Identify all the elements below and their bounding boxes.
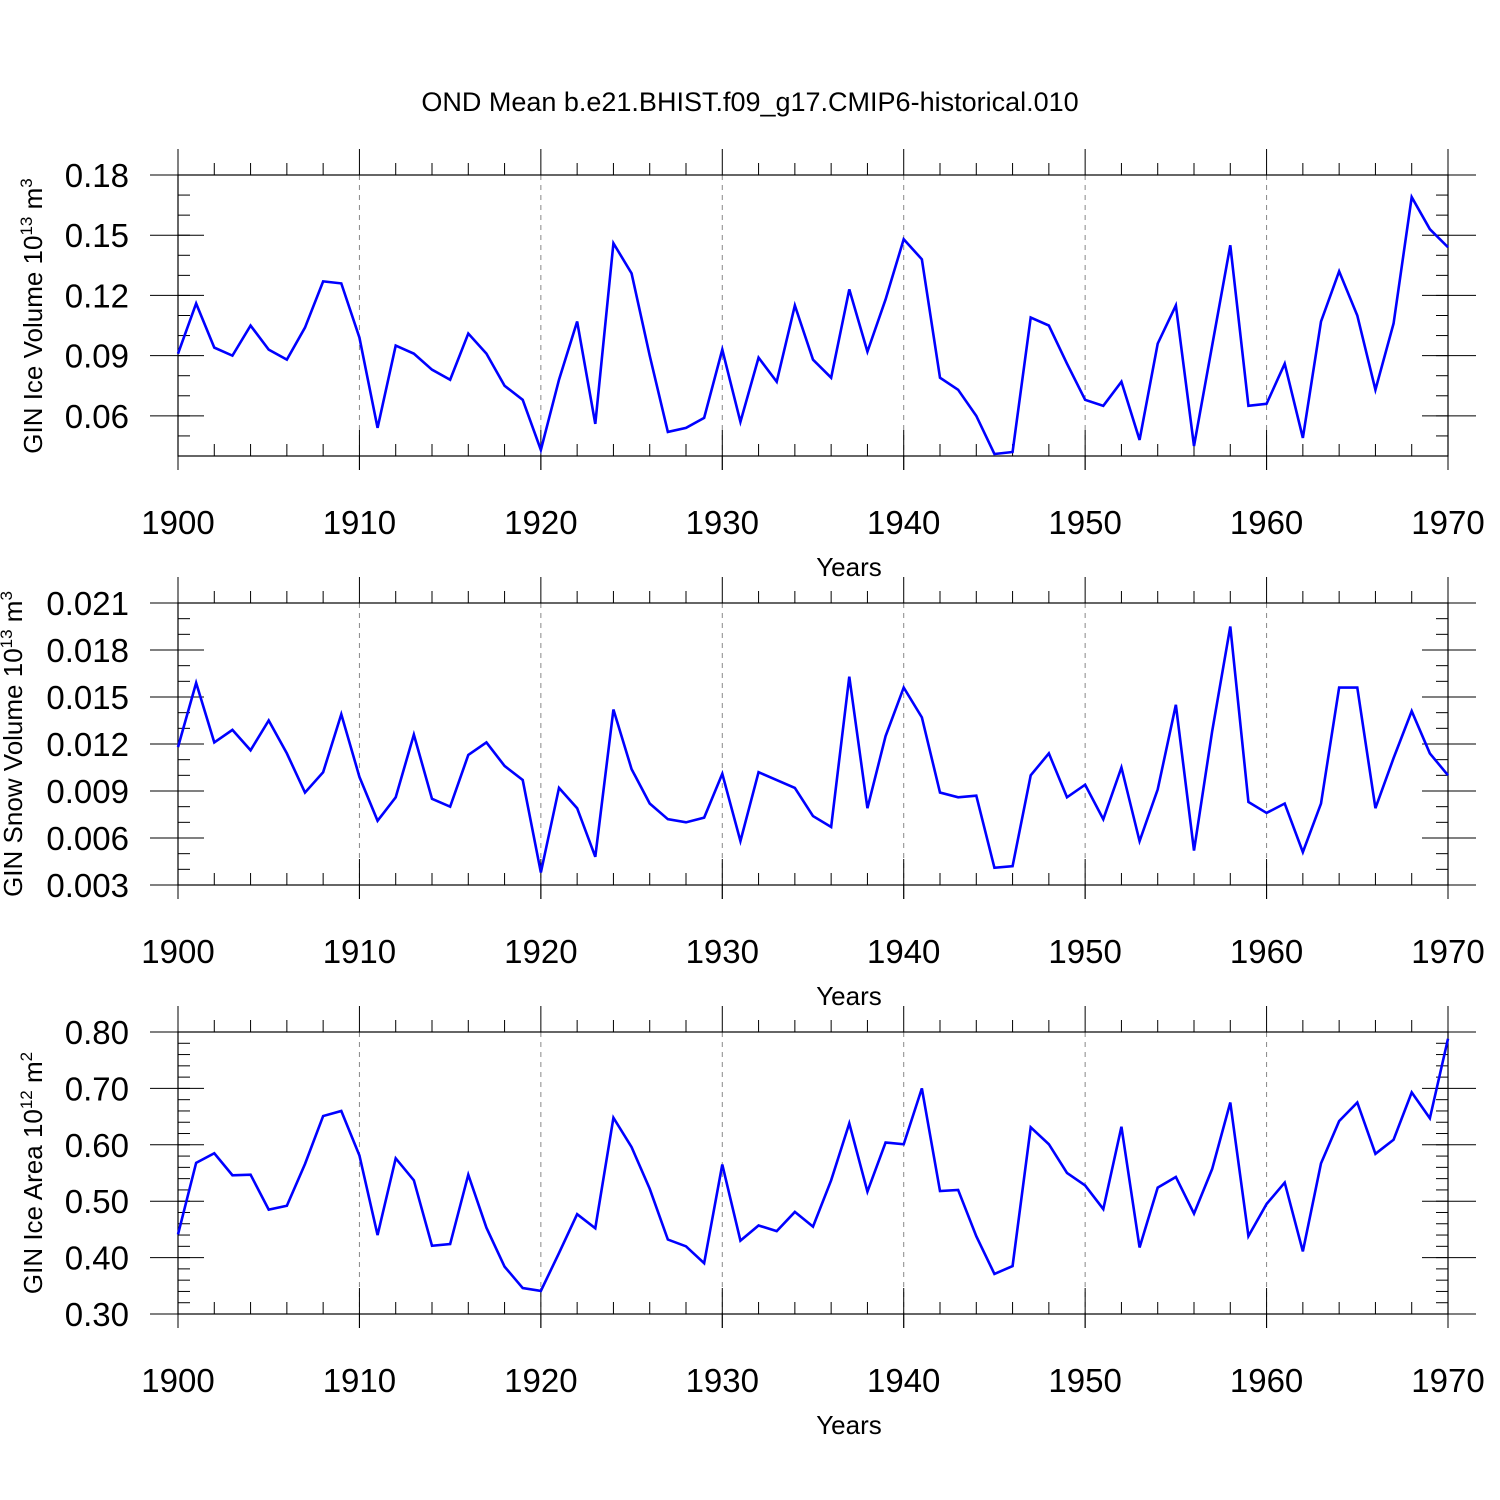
panel-3-yaxis-title-text: GIN Ice Area 10 bbox=[18, 1109, 48, 1294]
panel-2-xtick-label-1940: 1940 bbox=[867, 933, 940, 970]
panel-2-plot-frame bbox=[177, 602, 1449, 886]
panel-1-xtick-label-1930: 1930 bbox=[686, 504, 759, 541]
panel-3-yticks bbox=[150, 1031, 1476, 1315]
panel-3-xtick-label-1970: 1970 bbox=[1411, 1362, 1484, 1399]
panel-3-series-line bbox=[176, 1038, 1450, 1293]
panel-3-ytick-label-0.70: 0.70 bbox=[65, 1070, 129, 1107]
panel-2-yaxis-title-unit: m bbox=[0, 601, 28, 630]
panel-3-yaxis-title-exp: 12 bbox=[17, 1090, 36, 1109]
panel-2-xtick-label-1950: 1950 bbox=[1048, 933, 1121, 970]
panel-3-xtick-label-1920: 1920 bbox=[504, 1362, 577, 1399]
panel-2-ytick-label-0.018: 0.018 bbox=[46, 632, 129, 669]
panel-3-yaxis-title-unit-exp: 2 bbox=[17, 1052, 36, 1061]
panel-2-yaxis-title-unit-exp: 3 bbox=[0, 591, 16, 600]
panel-2-series-line bbox=[176, 626, 1450, 873]
panel-1-xaxis-title: Years bbox=[816, 552, 882, 582]
panel-3-ytick-label-0.60: 0.60 bbox=[65, 1127, 129, 1164]
panel-3-ytick-label-0.30: 0.30 bbox=[65, 1296, 129, 1333]
panel-3-ytick-label-0.80: 0.80 bbox=[65, 1014, 129, 1051]
panel-1-xtick-label-1900: 1900 bbox=[141, 504, 214, 541]
panel-2-ytick-label-0.012: 0.012 bbox=[46, 726, 129, 763]
panel-3-xaxis-title: Years bbox=[816, 1410, 882, 1440]
panel-1-yaxis-title-text: GIN Ice Volume 10 bbox=[18, 236, 48, 454]
panel-2-ytick-label-0.015: 0.015 bbox=[46, 679, 129, 716]
panel-1-yaxis-title-unit-exp: 3 bbox=[17, 178, 36, 187]
panel-1-yticks bbox=[150, 174, 1476, 457]
panel-3-xtick-label-1950: 1950 bbox=[1048, 1362, 1121, 1399]
panel-2-xtick-label-1910: 1910 bbox=[323, 933, 396, 970]
panel-1-ytick-label-0.18: 0.18 bbox=[65, 157, 129, 194]
panel-3-xtick-label-1900: 1900 bbox=[141, 1362, 214, 1399]
panel-3-xtick-label-1960: 1960 bbox=[1230, 1362, 1303, 1399]
panel-1-xticks bbox=[177, 149, 1449, 470]
panel-1-plot-frame bbox=[177, 174, 1449, 457]
panel-1-ytick-label-0.06: 0.06 bbox=[65, 398, 129, 435]
panel-2-yticks bbox=[150, 602, 1476, 886]
panel-3-xtick-label-1910: 1910 bbox=[323, 1362, 396, 1399]
panel-3-xtick-label-1940: 1940 bbox=[867, 1362, 940, 1399]
panel-2-yaxis-title: GIN Snow Volume 1013 m3 bbox=[0, 591, 28, 897]
panel-2-yaxis-title-exp: 13 bbox=[0, 629, 16, 648]
panel-2-xtick-label-1900: 1900 bbox=[141, 933, 214, 970]
panel-1-yaxis-title-exp: 13 bbox=[17, 217, 36, 236]
panel-3-xtick-label-1930: 1930 bbox=[686, 1362, 759, 1399]
panel-1-yaxis-title-unit: m bbox=[18, 188, 48, 217]
panel-3-ytick-label-0.40: 0.40 bbox=[65, 1240, 129, 1277]
chart-title: OND Mean b.e21.BHIST.f09_g17.CMIP6-histo… bbox=[421, 87, 1078, 117]
panel-1-xtick-label-1920: 1920 bbox=[504, 504, 577, 541]
panel-3-plot-frame bbox=[177, 1031, 1449, 1315]
panel-2-xticks bbox=[177, 577, 1449, 899]
panel-3: 1900 1910 1920 1930 1940 1950 1960 1970 0.30 0.40… bbox=[17, 1006, 1485, 1440]
panel-3-yaxis-title-unit: m bbox=[18, 1061, 48, 1090]
panel-3-ytick-label-0.50: 0.50 bbox=[65, 1183, 129, 1220]
panel-1-xtick-label-1950: 1950 bbox=[1048, 504, 1121, 541]
panel-2-xtick-label-1970: 1970 bbox=[1411, 933, 1484, 970]
panel-3-xticks bbox=[177, 1006, 1449, 1328]
panel-2-ytick-label-0.006: 0.006 bbox=[46, 820, 129, 857]
panel-2-xtick-label-1920: 1920 bbox=[504, 933, 577, 970]
panel-2-ytick-label-0.003: 0.003 bbox=[46, 867, 129, 904]
panel-2: 1900 1910 1920 1930 1940 1950 1960 1970 0.003 0.0… bbox=[0, 577, 1485, 1011]
panel-1-ytick-label-0.15: 0.15 bbox=[65, 217, 129, 254]
panel-1-xtick-label-1970: 1970 bbox=[1411, 504, 1484, 541]
panel-2-xaxis-title: Years bbox=[816, 981, 882, 1011]
panel-2-xtick-label-1960: 1960 bbox=[1230, 933, 1303, 970]
panel-2-ytick-label-0.009: 0.009 bbox=[46, 773, 129, 810]
panel-3-yaxis-title: GIN Ice Area 1012 m2 bbox=[17, 1052, 48, 1294]
panel-1-xtick-label-1940: 1940 bbox=[867, 504, 940, 541]
panel-1-yaxis-title: GIN Ice Volume 1013 m3 bbox=[17, 178, 48, 454]
panel-1-ytick-label-0.12: 0.12 bbox=[65, 277, 129, 314]
panel-1-xtick-label-1910: 1910 bbox=[323, 504, 396, 541]
panel-1-series-line bbox=[176, 193, 1449, 456]
panel-2-xtick-label-1930: 1930 bbox=[686, 933, 759, 970]
panel-1: 1900 1910 1920 1930 1940 1950 1960 1970 0.06 0.09… bbox=[17, 149, 1485, 582]
panel-2-yaxis-title-text: GIN Snow Volume 10 bbox=[0, 648, 28, 897]
panel-1-xtick-label-1960: 1960 bbox=[1230, 504, 1303, 541]
panel-2-ytick-label-0.021: 0.021 bbox=[46, 585, 129, 622]
panel-1-ytick-label-0.09: 0.09 bbox=[65, 338, 129, 375]
